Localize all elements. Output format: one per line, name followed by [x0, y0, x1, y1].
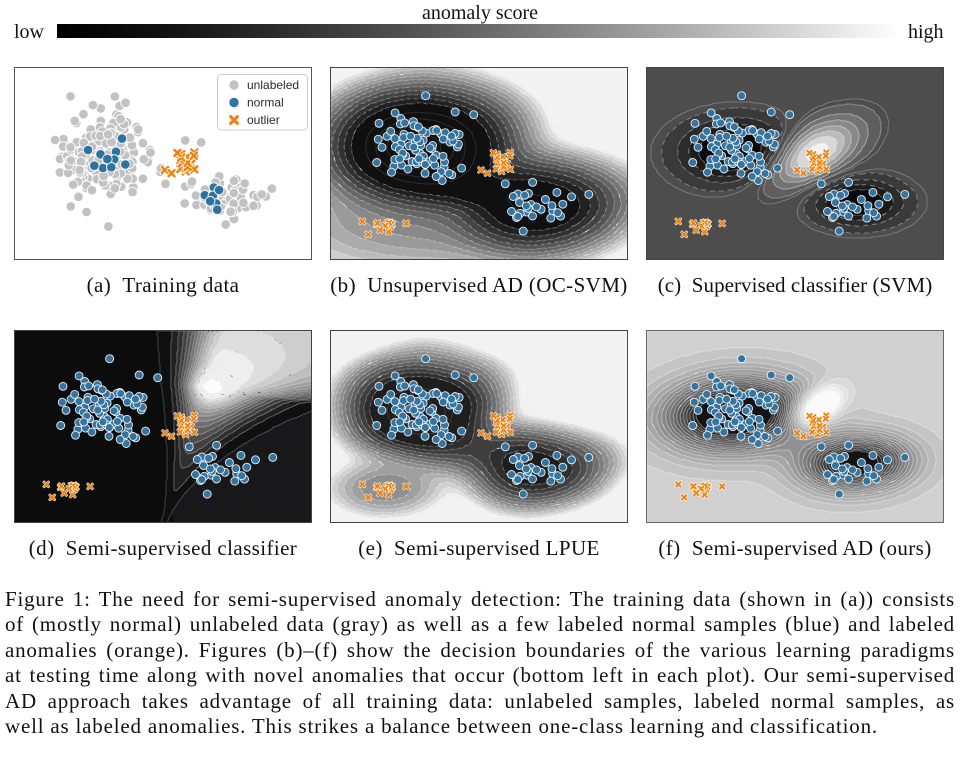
svg-text:outlier: outlier — [247, 113, 280, 127]
svg-text:normal: normal — [247, 96, 284, 110]
svg-text:unlabeled: unlabeled — [247, 78, 299, 92]
